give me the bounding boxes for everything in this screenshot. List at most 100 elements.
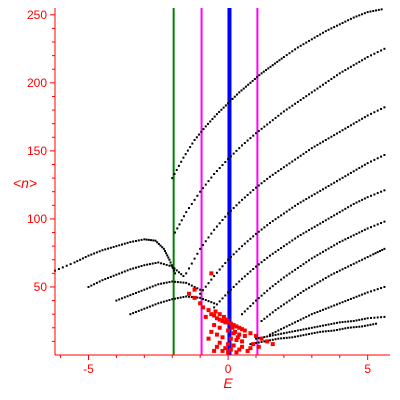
data-point [313,326,316,329]
data-point [150,239,153,242]
data-point [243,275,246,278]
data-point [199,296,202,299]
data-point [352,170,355,173]
data-point [361,258,364,261]
data-point [255,232,257,235]
data-point [258,74,261,77]
data-point [274,333,277,336]
data-point [270,342,275,347]
data-point [178,223,181,226]
data-point [327,275,330,278]
data-point [221,265,224,268]
data-point [322,220,324,223]
data-point [347,173,350,176]
data-point [278,59,281,62]
data-point [333,329,336,332]
data-point [252,134,255,137]
data-point [291,104,294,107]
data-point [305,230,308,233]
data-point [381,248,384,251]
data-point [129,294,132,297]
data-point [288,106,291,109]
data-point [171,280,174,283]
data-point [200,305,205,310]
data-point [280,278,283,281]
data-point [370,160,373,163]
data-point [226,328,231,333]
data-point [154,239,157,242]
data-point [227,158,230,161]
data-point [285,325,288,328]
data-point [338,269,341,272]
data-point [132,240,135,243]
data-point [234,338,239,343]
data-point [174,280,177,283]
data-point [229,288,232,291]
data-point [338,211,341,214]
data-point [308,259,311,262]
data-point [180,219,183,222]
data-point [95,251,98,254]
data-point [171,298,174,301]
data-point [361,13,364,16]
data-point [344,238,347,241]
data-point [243,242,246,245]
data-point [277,114,280,117]
data-point [202,128,205,131]
data-point [277,307,280,310]
data-point [176,281,179,284]
data-point [352,64,355,67]
data-point [296,202,299,205]
data-point [191,142,194,145]
data-point [168,264,171,267]
data-point [170,264,173,267]
data-point [107,247,110,250]
data-point [140,289,143,292]
data-point [322,278,324,281]
data-point [373,52,376,55]
data-point [330,216,333,219]
data-point [189,146,192,149]
data-point [299,233,302,236]
data-point [373,224,376,227]
data-point [299,98,302,101]
reference-lines [172,8,259,355]
data-point [358,294,361,297]
data-point [355,15,358,18]
data-point [152,239,155,242]
data-point [260,319,263,322]
data-point [369,323,372,326]
data-point [327,330,330,333]
data-point [310,257,313,260]
data-point [121,243,123,246]
data-point [267,67,270,70]
data-point [249,343,252,346]
data-point [165,252,168,255]
data-point [282,212,285,215]
data-point [237,332,242,337]
data-point [140,265,143,268]
data-point [268,121,271,124]
data-point [335,212,338,215]
data-point [207,300,210,303]
data-point [151,262,154,265]
data-point [327,306,330,309]
y-tick-label: 150 [27,144,47,158]
data-point [107,276,110,279]
data-point [242,328,247,333]
data-point [373,316,376,319]
data-point [240,339,245,344]
data-point [173,267,176,270]
data-point [171,177,174,180]
data-point [344,69,347,72]
data-point [177,271,180,274]
data-point [217,312,222,317]
data-point [260,127,263,130]
data-point [282,303,285,306]
data-point [369,254,372,257]
data-point [226,350,231,355]
data-point [316,281,319,284]
data-point [375,322,378,325]
data-point [190,296,193,299]
data-point [255,337,257,340]
